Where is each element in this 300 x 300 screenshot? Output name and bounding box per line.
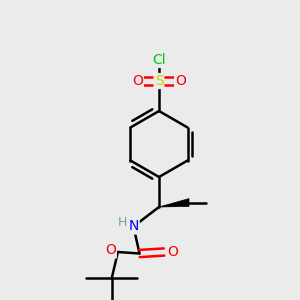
Text: S: S (154, 74, 164, 88)
Text: Cl: Cl (152, 53, 166, 67)
Polygon shape (159, 199, 189, 207)
Text: O: O (132, 74, 143, 88)
Text: O: O (167, 245, 178, 259)
Text: O: O (175, 74, 186, 88)
Text: O: O (105, 244, 116, 257)
Text: H: H (117, 215, 127, 229)
Text: N: N (128, 220, 139, 233)
